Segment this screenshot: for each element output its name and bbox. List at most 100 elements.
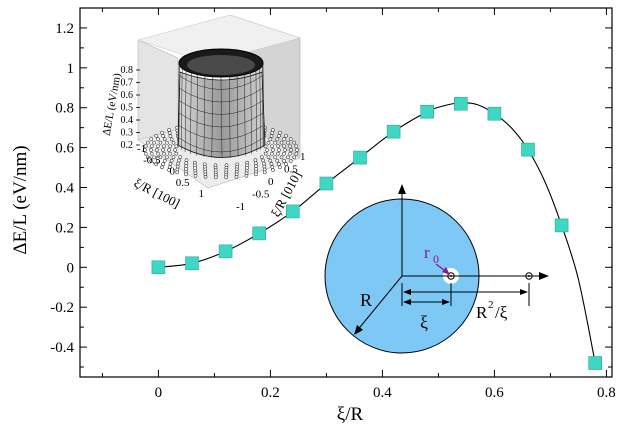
- surface-mesh-node: [253, 158, 258, 163]
- surface-z-tick-label: 0.4: [121, 115, 134, 126]
- surface-mesh-node: [184, 158, 189, 163]
- surface-mesh-node: [162, 144, 166, 149]
- y-tick-label: 0.6: [55, 141, 74, 157]
- data-marker: [554, 218, 569, 233]
- surface-mesh-node: [193, 173, 198, 178]
- image-label-rest: /ξ: [495, 303, 508, 322]
- r0-label-base: r: [424, 243, 430, 262]
- data-marker: [151, 260, 166, 275]
- data-marker: [252, 226, 266, 241]
- surface-mesh-node: [279, 140, 284, 145]
- surface-mesh-node: [282, 137, 286, 142]
- plot-frame: [79, 7, 613, 378]
- surface-mesh-node: [149, 151, 154, 156]
- surface-mesh-node: [145, 155, 150, 160]
- surface-mesh-node: [292, 155, 297, 160]
- surface-plot-inset: 0.20.30.40.50.60.70.8 ΔE/L (eV/nm) -1-0.…: [101, 14, 306, 219]
- surface-mesh-ring: [178, 125, 264, 140]
- dislocation-marker: [447, 272, 455, 280]
- surface-mesh-node: [161, 134, 166, 138]
- vertical-axis-arrowhead: [398, 184, 406, 194]
- surface-mesh-line: [262, 62, 265, 146]
- x-tick-label: 0: [155, 385, 163, 401]
- image-label-base: R: [476, 303, 488, 322]
- x-tick-label: 0.2: [261, 385, 280, 401]
- data-marker: [353, 150, 367, 165]
- surface-mesh-node: [254, 172, 258, 177]
- surface-mesh-node: [265, 148, 269, 152]
- y-tick-label: 1: [67, 61, 75, 77]
- xi-label: ξ: [420, 312, 428, 332]
- x-axis-ticks: 0 0.2 0.4 0.6 0.8: [101, 8, 616, 401]
- xi-arrowhead-right: [442, 299, 450, 305]
- surface-mesh-node: [173, 148, 177, 152]
- data-marker: [386, 124, 401, 139]
- surface-mesh-node: [145, 140, 150, 145]
- surface-mesh-line: [178, 65, 181, 148]
- surface-mesh-line: [255, 70, 258, 153]
- surface-mesh-node: [154, 162, 158, 167]
- surface-mesh-node: [266, 155, 271, 160]
- surface-mesh-node: [269, 134, 274, 138]
- surface-z-tick-label: 0.8: [121, 65, 134, 76]
- surface-mesh-node: [143, 144, 148, 149]
- y-tick-label: -0.4: [50, 340, 74, 356]
- data-marker: [218, 244, 233, 259]
- surface-z-tick-label: 0.6: [121, 90, 134, 101]
- surface-x-tick-label: 0: [170, 166, 176, 178]
- dislocation-marker-dot: [450, 275, 452, 277]
- surface-z-tick-label: 0.5: [121, 103, 134, 114]
- surface-y-tick-label: 0.5: [284, 164, 298, 176]
- surface-mesh-node: [266, 140, 271, 145]
- surface-rim-inner: [187, 55, 255, 75]
- surface-mesh-node: [275, 137, 280, 142]
- surface-mesh-node: [270, 151, 274, 156]
- r0-label: r 0: [424, 243, 439, 266]
- surface-mesh-line: [180, 68, 183, 150]
- surface-mesh-node: [152, 155, 156, 160]
- surface-mesh-node: [273, 155, 277, 160]
- surface-x-tick-label: -0.5: [143, 154, 161, 166]
- surface-mesh-node: [288, 137, 293, 141]
- surface-mesh-node: [283, 148, 287, 152]
- surface-mesh-node: [149, 159, 154, 163]
- surface-x-tick-label: 1: [199, 188, 205, 200]
- surface-mesh-line: [261, 65, 264, 148]
- xi-arrowhead-left: [403, 299, 411, 305]
- surface-mesh-node: [268, 137, 273, 142]
- surface-mesh-node: [261, 158, 265, 163]
- surface-mesh-node: [273, 140, 277, 145]
- surface-mesh-node: [213, 175, 218, 180]
- surface-mesh-node: [168, 134, 173, 138]
- surface-mesh-node: [278, 165, 282, 170]
- surface-y-tick-label: -0.5: [252, 189, 270, 201]
- surface-y-tick-label: 0: [268, 176, 274, 188]
- image-arrowhead-right: [520, 289, 528, 295]
- surface-mesh-ring: [178, 75, 264, 90]
- surface-mesh-node: [177, 158, 181, 163]
- surface-z-tick-label: 0.7: [121, 78, 134, 89]
- surface-mesh-node: [278, 130, 282, 135]
- y-tick-label: 0.4: [55, 181, 74, 197]
- surface-mesh-node: [161, 162, 166, 166]
- surface-mesh-node: [156, 158, 160, 163]
- surface-y-tick-label: -1: [236, 201, 245, 213]
- surface-mesh-node: [295, 148, 299, 152]
- surface-mesh-node: [155, 148, 159, 152]
- surface-mesh-node: [165, 140, 169, 145]
- data-marker: [319, 176, 334, 191]
- surface-mesh-node: [169, 137, 174, 142]
- surface-mesh-node: [160, 130, 164, 135]
- surface-mesh-node: [289, 148, 293, 152]
- surface-mesh-line: [220, 76, 223, 158]
- data-markers: [151, 96, 603, 370]
- surface-mesh-node: [184, 172, 188, 177]
- surface-mesh-node: [288, 151, 293, 156]
- surface-x-ticks: -1-0.5 00.5 1: [137, 143, 204, 200]
- image-dislocation-marker-dot: [528, 275, 530, 277]
- data-marker: [521, 142, 535, 157]
- surface-mesh-node: [286, 140, 290, 145]
- y-axis-ticks: -0.4 -0.2 0 0.2 0.4 0.6 0.8 1 1.2: [50, 21, 612, 368]
- surface-mesh-node: [244, 173, 249, 178]
- surface-mesh-node: [156, 137, 160, 142]
